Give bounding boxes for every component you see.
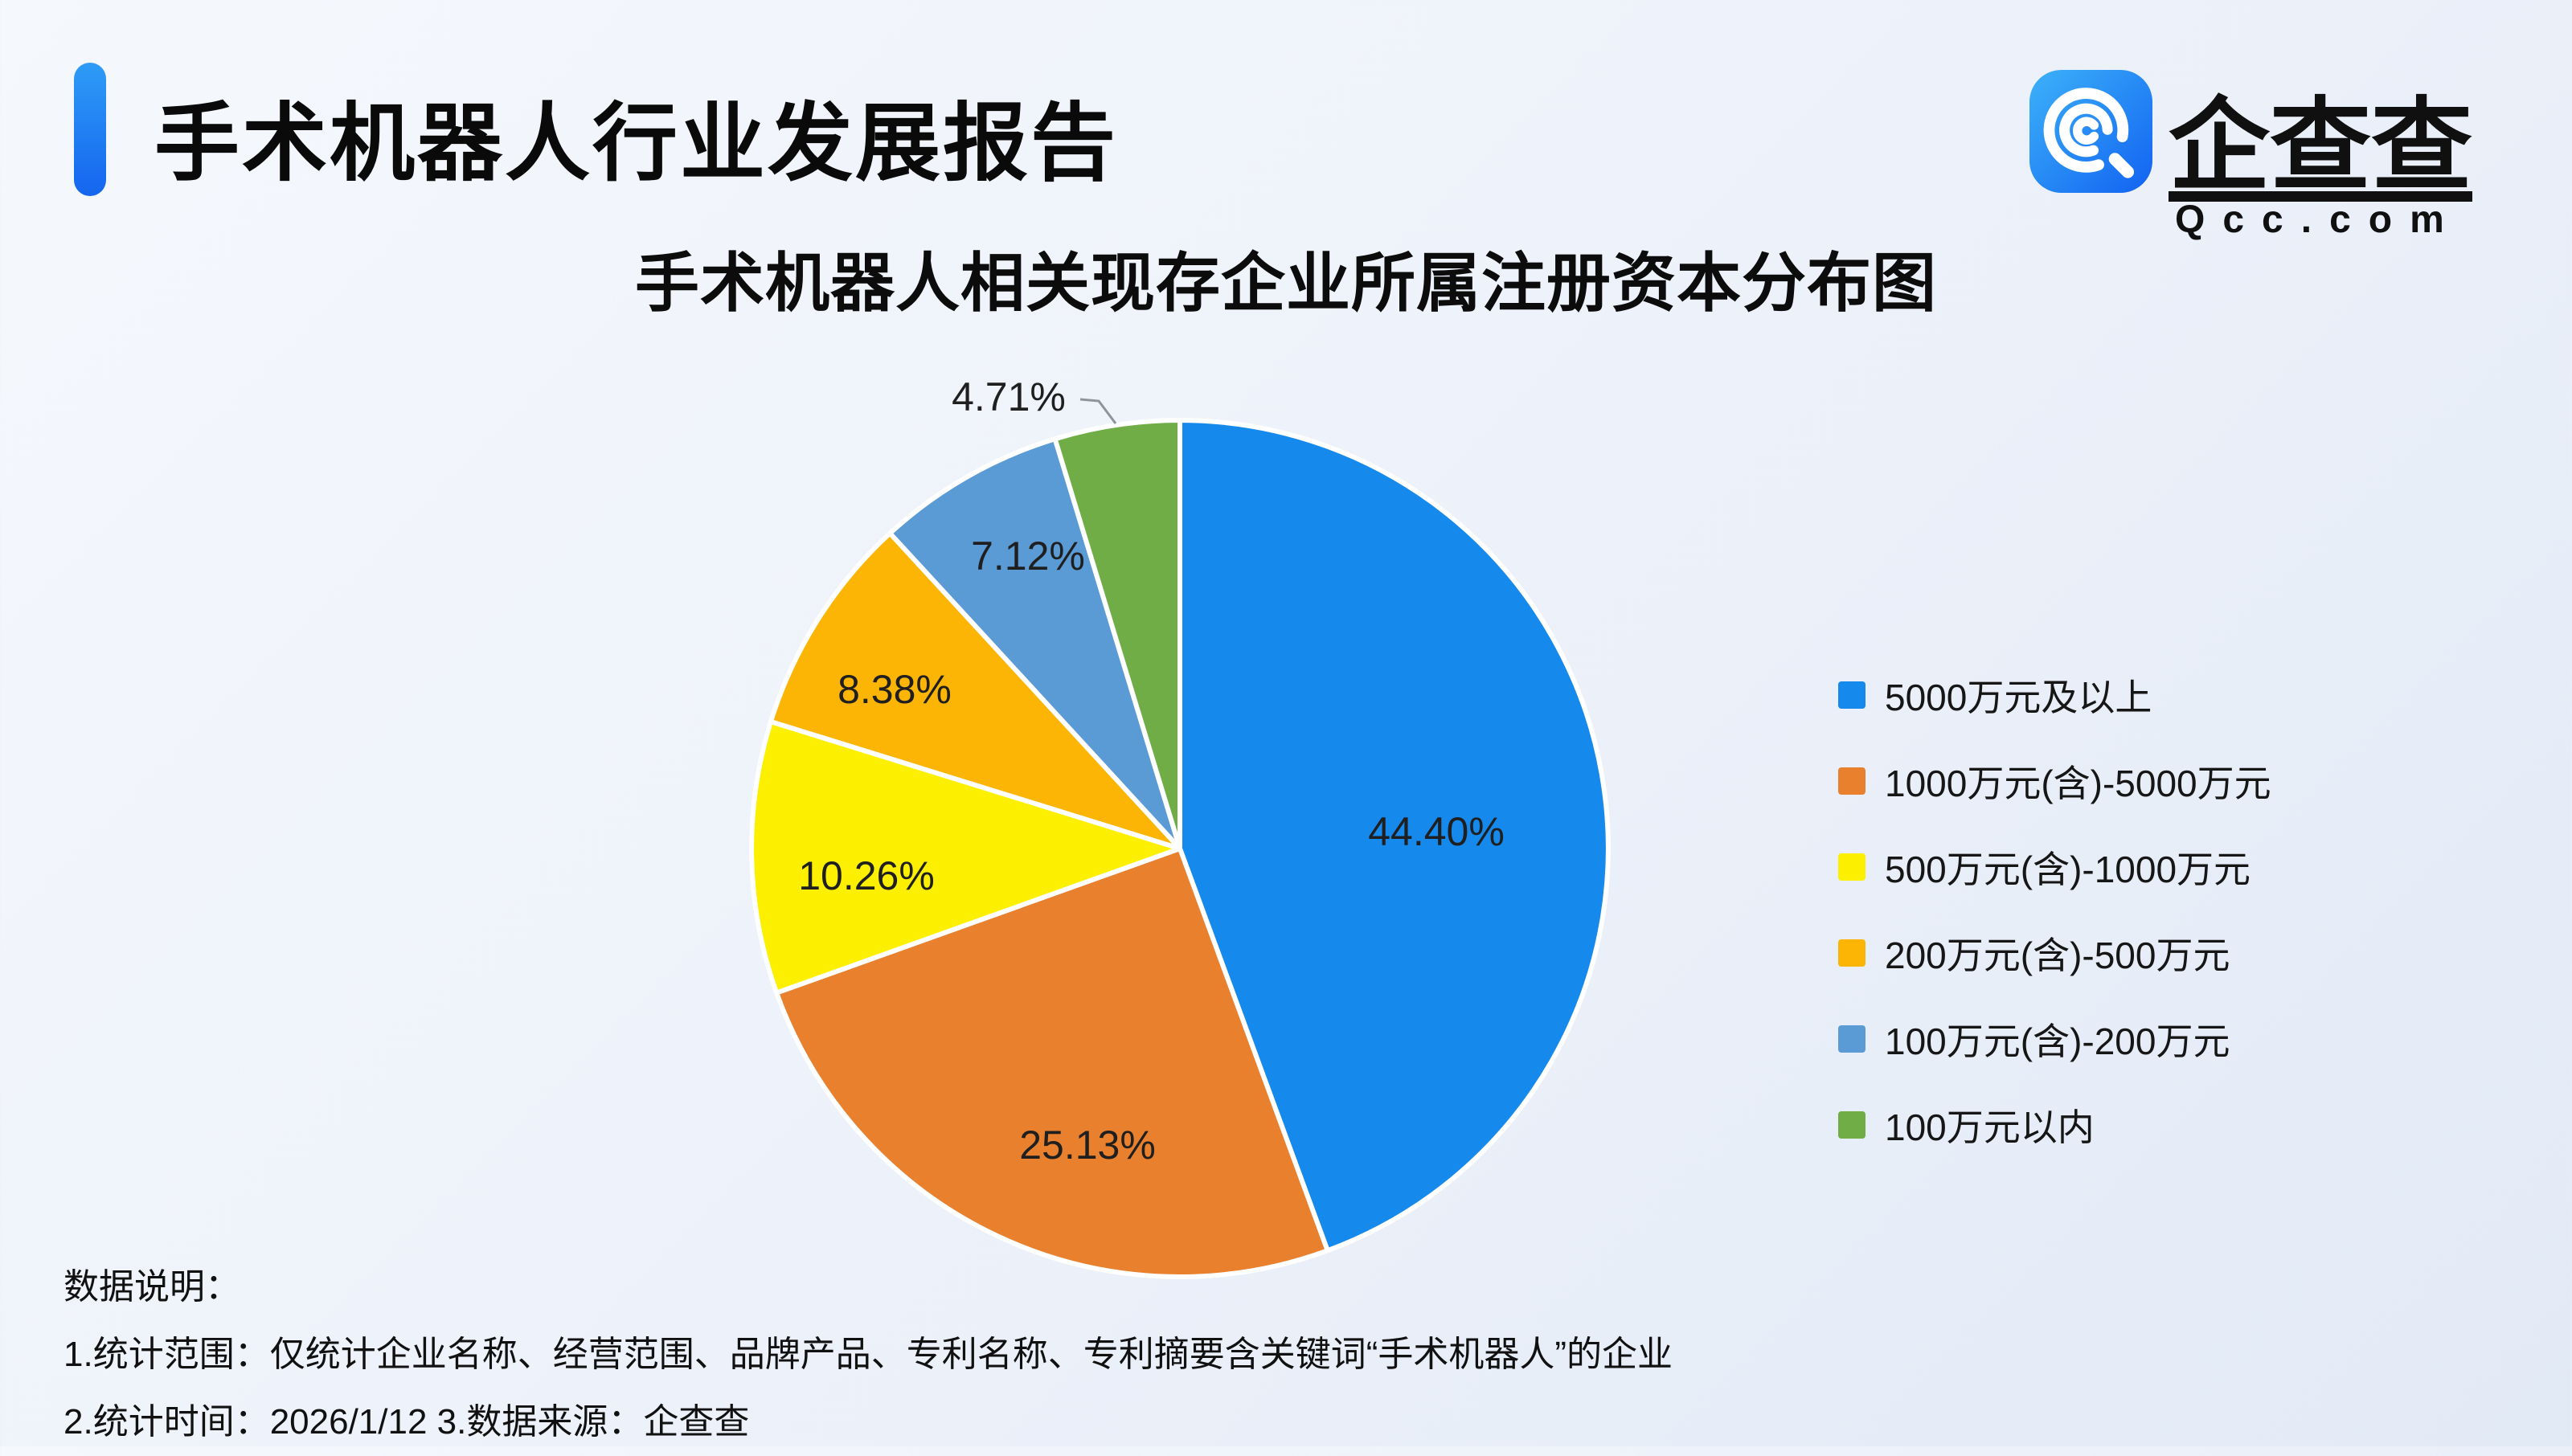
chart-legend: 5000万元及以上 1000万元(含)-5000万元 500万元(含)-1000万元…	[1838, 677, 2271, 1148]
pie-value-label-5: 4.71%	[952, 374, 1066, 419]
legend-label: 200万元(含)-500万元	[1885, 935, 2230, 976]
legend-swatch-icon	[1838, 939, 1866, 967]
pie-slice-4	[887, 436, 1182, 851]
legend-item-5: 100万元以内	[1838, 1106, 2271, 1148]
legend-swatch-icon	[1838, 681, 1866, 709]
qcc-logo-icon	[2029, 70, 2152, 193]
logo-domain-text: Qcc.com	[2175, 198, 2462, 241]
legend-label: 1000万元(含)-5000万元	[1885, 763, 2271, 804]
title-accent-bar	[74, 63, 106, 196]
logo-magnifier-handle	[2108, 153, 2135, 178]
pie-slice-2	[749, 719, 1182, 996]
legend-label: 500万元(含)-1000万元	[1885, 849, 2251, 890]
logo-brand-text: 企查查	[2169, 89, 2472, 202]
logo-outer-ring	[2043, 88, 2129, 173]
pie-slice-1	[774, 846, 1330, 1279]
chart-title: 手术机器人相关现存企业所属注册资本分布图	[635, 247, 1937, 319]
pie-value-label-4: 7.12%	[971, 534, 1085, 579]
legend-swatch-icon	[1838, 853, 1866, 881]
legend-label: 100万元(含)-200万元	[1885, 1020, 2230, 1062]
notes-heading: 数据说明：	[63, 1267, 240, 1307]
data-notes: 数据说明： 1.统计范围：仅统计企业名称、经营范围、品牌产品、专利名称、专利摘要…	[63, 1254, 1673, 1456]
pie-value-label-3: 8.38%	[838, 667, 952, 712]
logo-inner-ring	[2059, 103, 2113, 157]
legend-label: 100万元以内	[1885, 1106, 2095, 1148]
legend-item-2: 500万元(含)-1000万元	[1838, 849, 2271, 890]
page-title: 手术机器人行业发展报告	[154, 96, 1118, 191]
pie-slice-3	[768, 530, 1182, 851]
outside-label-leader-line	[1079, 398, 1117, 424]
legend-swatch-icon	[1838, 1025, 1866, 1053]
legend-item-1: 1000万元(含)-5000万元	[1838, 763, 2271, 804]
pie-value-label-0: 44.40%	[1368, 809, 1505, 854]
pie-slice-0	[1177, 418, 1611, 1254]
notes-line-1: 1.统计范围：仅统计企业名称、经营范围、品牌产品、专利名称、专利摘要含关键词“手…	[63, 1335, 1673, 1374]
legend-item-0: 5000万元及以上	[1838, 677, 2271, 718]
pie-slice-5	[1052, 418, 1182, 851]
legend-item-3: 200万元(含)-500万元	[1838, 935, 2271, 976]
legend-swatch-icon	[1838, 1111, 1866, 1139]
legend-label: 5000万元及以上	[1885, 677, 2152, 718]
notes-line-2: 2.统计时间：2026/1/12 3.数据来源：企查查	[63, 1402, 750, 1442]
legend-swatch-icon	[1838, 767, 1866, 795]
legend-item-4: 100万元(含)-200万元	[1838, 1020, 2271, 1062]
logo-center-c	[2073, 117, 2099, 145]
pie-value-label-2: 10.26%	[798, 853, 935, 898]
pie-value-label-1: 25.13%	[1019, 1123, 1156, 1168]
